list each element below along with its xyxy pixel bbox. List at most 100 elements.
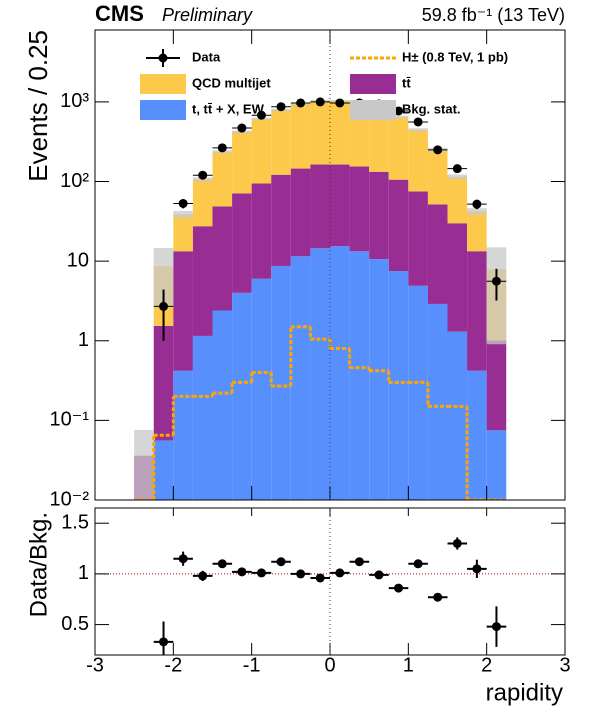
experiment: CMS xyxy=(95,1,144,26)
stat-band xyxy=(467,208,487,215)
ratio-point xyxy=(491,622,501,632)
stack-bar xyxy=(447,223,468,332)
legend-label: Data xyxy=(192,49,221,64)
legend-swatch xyxy=(140,74,186,94)
legend-label: Bkg. stat. xyxy=(402,101,461,116)
stack-bar xyxy=(427,149,448,205)
data-point xyxy=(178,198,188,208)
ratio-point xyxy=(374,570,384,580)
main-plot xyxy=(134,97,507,500)
legend-swatch xyxy=(350,100,396,120)
y-tick-label: 10 xyxy=(67,249,89,271)
stack-bar xyxy=(173,214,193,252)
data-point xyxy=(452,164,462,174)
data-point xyxy=(433,145,443,155)
stat-band xyxy=(134,429,154,500)
x-tick-label: 2 xyxy=(481,654,492,676)
stack-bar xyxy=(427,204,448,304)
stack-bar xyxy=(251,183,272,279)
stat-band xyxy=(173,210,193,219)
data-point xyxy=(296,98,306,108)
data-point xyxy=(217,143,227,153)
ratio-point xyxy=(413,559,423,569)
stack-bar xyxy=(349,166,370,252)
y-axis-label: Data/Bkg. xyxy=(25,512,52,617)
data-point xyxy=(335,98,345,108)
legend-swatch xyxy=(140,100,186,120)
legend-label: t, tt̄ + X, EW xyxy=(192,101,265,116)
stack-bar xyxy=(192,179,213,227)
stack-bar xyxy=(447,176,468,224)
stack-bar xyxy=(212,151,233,207)
stack-bar xyxy=(310,248,330,500)
y-tick-label: 1 xyxy=(78,329,89,351)
stack-bar xyxy=(251,118,272,184)
legend-label: QCD multijet xyxy=(192,75,271,90)
ratio-point xyxy=(159,637,169,647)
stack-bar xyxy=(290,168,311,257)
stack-bar xyxy=(212,310,233,500)
x-tick-label: 0 xyxy=(324,654,335,676)
ratio-point xyxy=(256,568,266,578)
stack-bar xyxy=(271,265,291,500)
stack-bar xyxy=(290,256,311,500)
y-tick-label: 1 xyxy=(78,562,89,584)
stack-bar xyxy=(447,331,468,500)
x-tick-label: -1 xyxy=(243,654,261,676)
ratio-point xyxy=(452,538,462,548)
data-point xyxy=(159,301,169,311)
stack-bar xyxy=(467,251,487,371)
data-point xyxy=(276,102,286,112)
legend-swatch xyxy=(350,74,396,94)
stack-bar xyxy=(369,171,389,260)
stack-bar xyxy=(192,335,213,500)
y-tick-label: 10² xyxy=(60,170,89,192)
stack-bar xyxy=(330,246,350,500)
legend-label: tt̄ xyxy=(402,75,411,90)
x-tick-label: -3 xyxy=(86,654,104,676)
stack-bar xyxy=(290,103,311,169)
x-tick-label: 3 xyxy=(559,654,570,676)
stack-bar xyxy=(310,164,330,249)
stack-bar xyxy=(369,106,389,172)
stack-bar xyxy=(427,303,448,500)
ratio-point xyxy=(354,557,364,567)
legend-label: H± (0.8 TeV, 1 pb) xyxy=(402,49,508,64)
ratio-point xyxy=(237,567,247,577)
stack-bar xyxy=(369,259,389,500)
stack-bar xyxy=(232,292,252,500)
stack-bar xyxy=(330,164,350,247)
stat-band xyxy=(447,174,468,180)
data-point xyxy=(394,106,404,116)
stack-bar xyxy=(173,251,193,371)
stack-bar xyxy=(153,440,174,500)
y-tick-label: 10⁻² xyxy=(50,488,90,510)
ratio-point xyxy=(198,571,208,581)
legend-swatch xyxy=(158,53,168,63)
ratio-point xyxy=(178,554,188,564)
stack-bar xyxy=(408,129,428,192)
stack-bar xyxy=(467,211,487,252)
luminosity: 59.8 fb⁻¹ (13 TeV) xyxy=(422,5,565,25)
stack-bar xyxy=(251,278,272,500)
ratio-point xyxy=(276,557,286,567)
stack-bar xyxy=(486,430,507,500)
data-point xyxy=(315,97,325,107)
ratio-point xyxy=(335,568,345,578)
stack-bar xyxy=(212,206,233,311)
data-point xyxy=(256,110,266,120)
y-tick-label: 1.5 xyxy=(61,511,89,533)
status: Preliminary xyxy=(162,5,253,25)
stack-bar xyxy=(192,226,213,336)
stack-bar xyxy=(271,109,291,175)
data-point xyxy=(472,199,482,209)
stack-bar xyxy=(232,193,252,293)
data-point xyxy=(198,170,208,180)
ratio-point xyxy=(315,573,325,583)
y-tick-label: 10³ xyxy=(60,90,89,112)
ratio-point xyxy=(394,583,404,593)
stack-bar xyxy=(388,179,409,272)
stack-bar xyxy=(330,100,350,165)
y-axis-label: Events / 0.25 xyxy=(23,30,53,182)
